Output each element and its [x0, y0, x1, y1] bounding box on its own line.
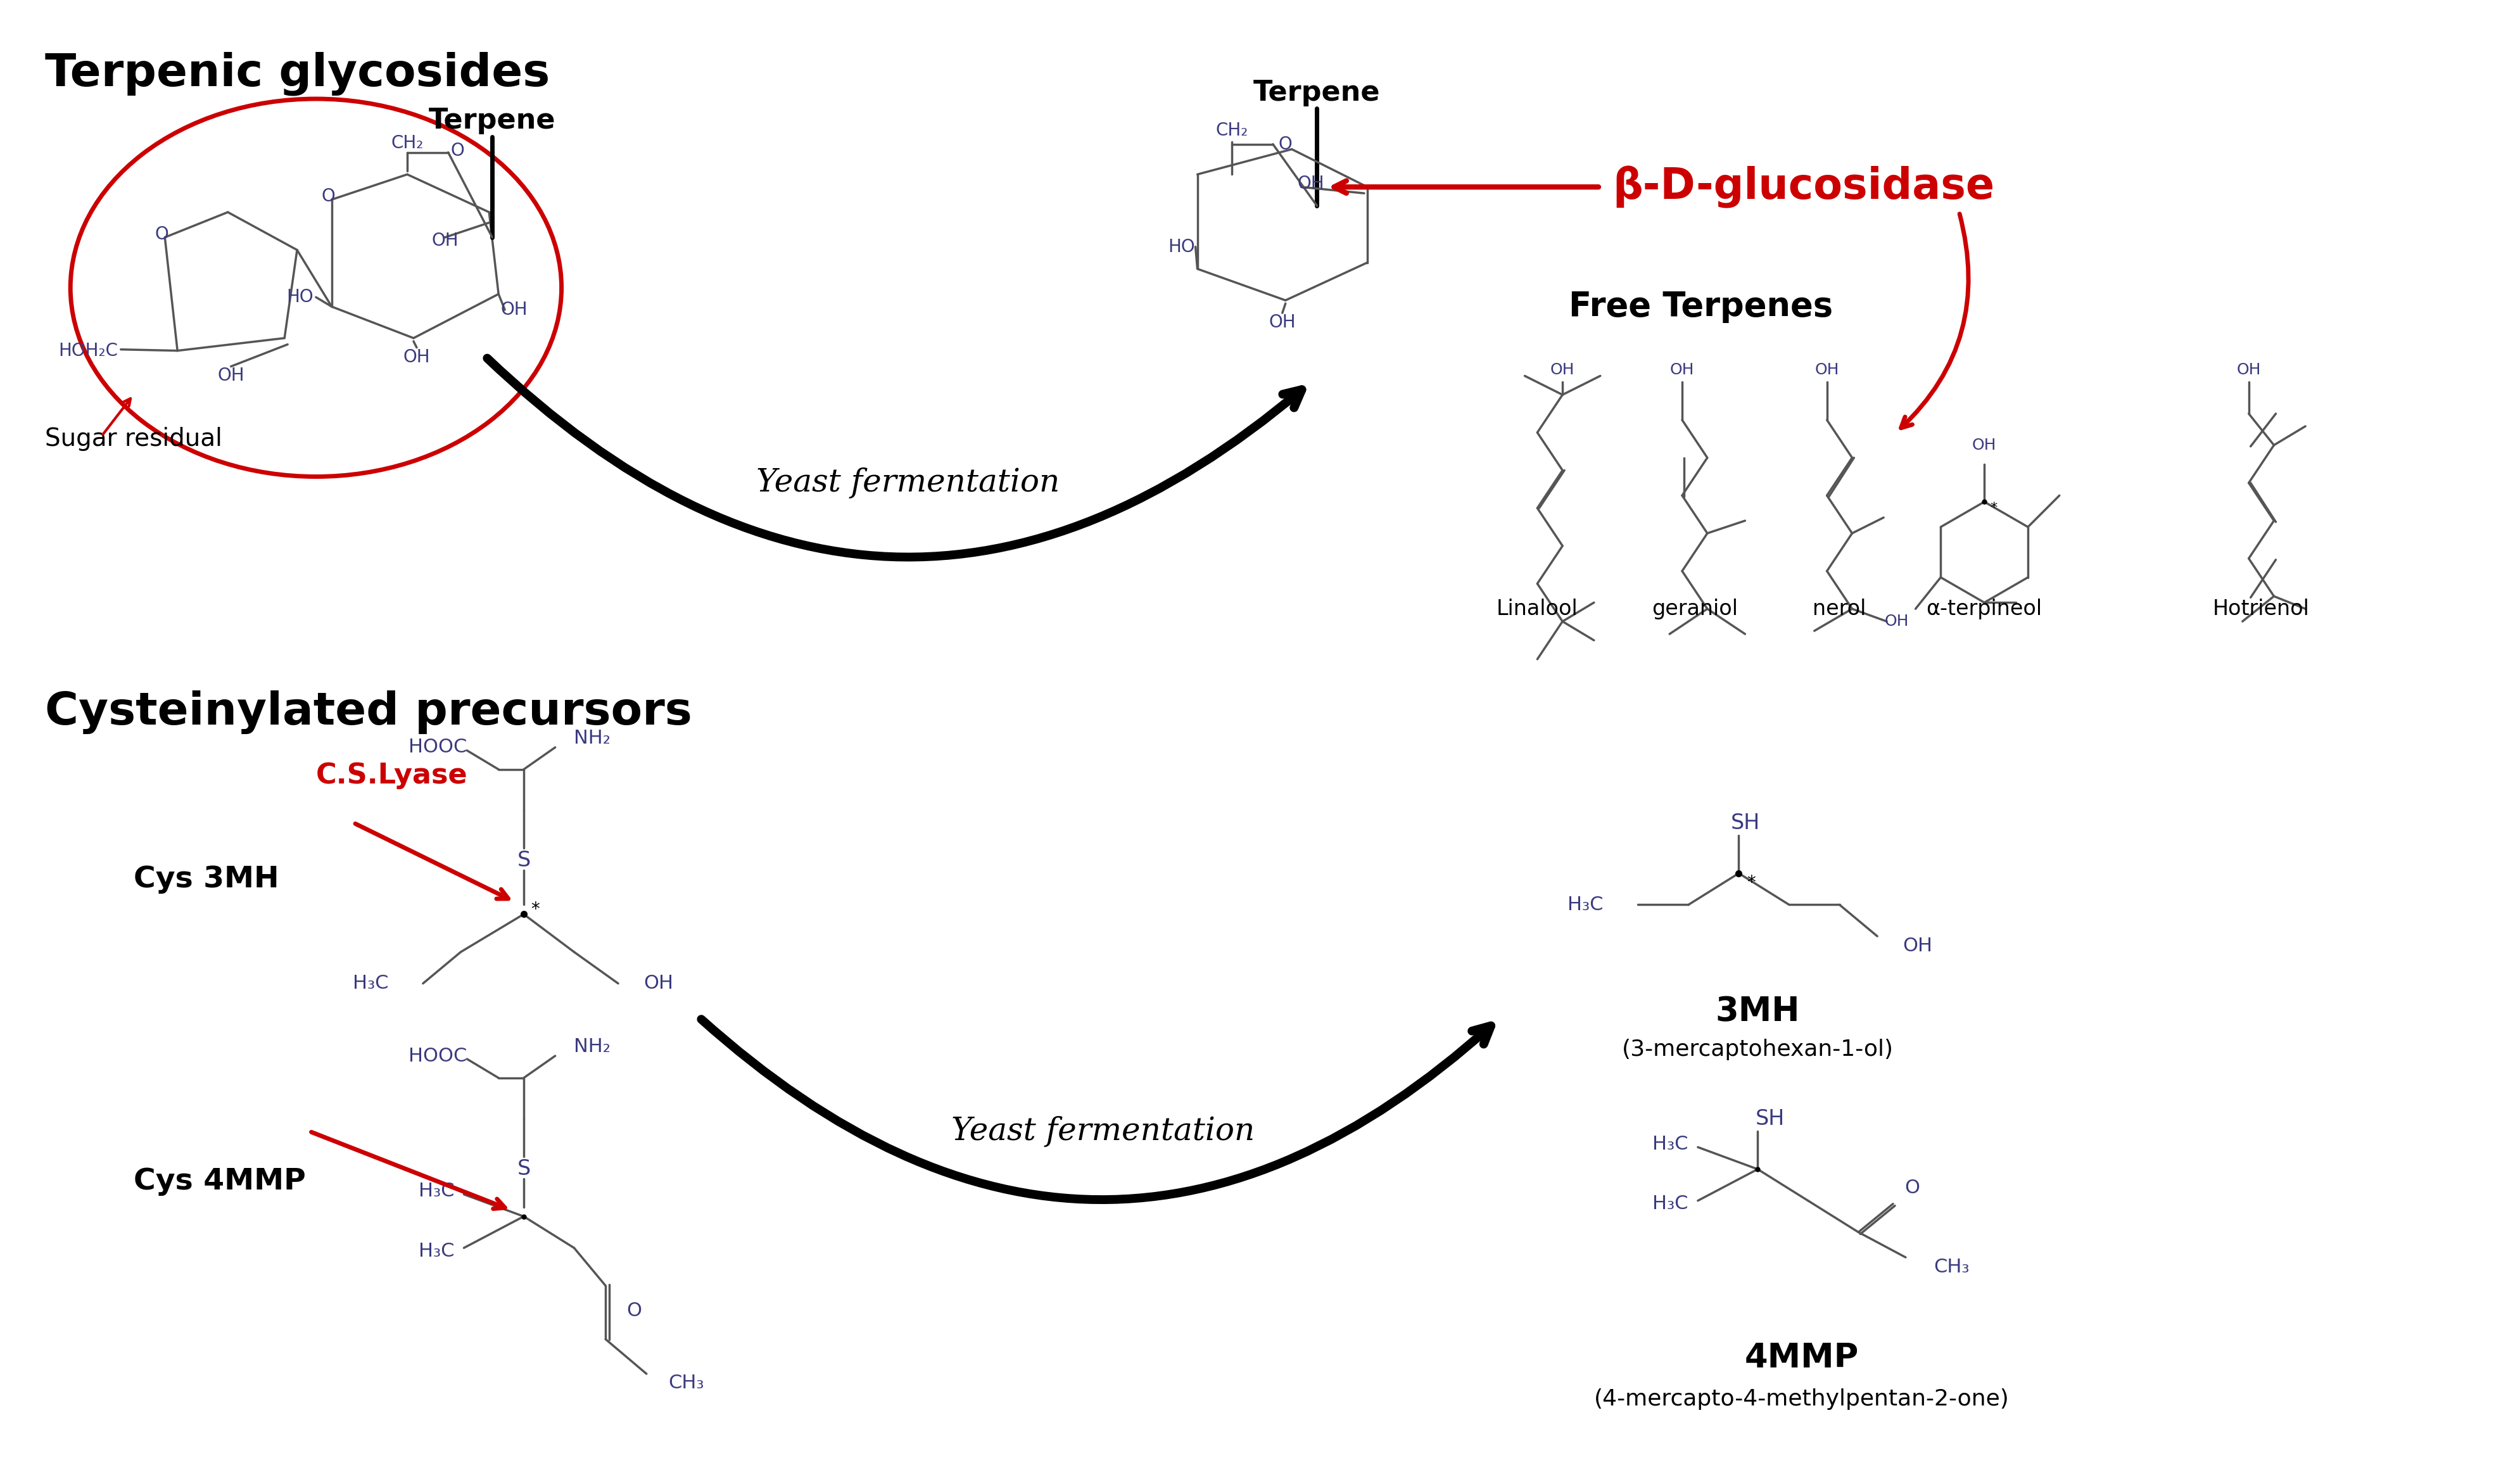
Text: OH: OH	[643, 975, 673, 993]
Text: O: O	[1278, 135, 1293, 153]
Text: OH: OH	[1885, 614, 1908, 629]
Text: Terpenic glycosides: Terpenic glycosides	[45, 52, 549, 95]
FancyArrowPatch shape	[1900, 214, 1968, 427]
Text: OH: OH	[2238, 362, 2260, 377]
Text: Yeast fermentation: Yeast fermentation	[950, 1116, 1255, 1147]
Text: OH: OH	[1671, 362, 1693, 377]
Text: Cys 4MMP: Cys 4MMP	[134, 1168, 305, 1196]
Text: Cys 3MH: Cys 3MH	[134, 865, 280, 893]
Text: *: *	[532, 901, 539, 919]
Text: Terpene: Terpene	[428, 107, 557, 135]
Text: Free Terpenes: Free Terpenes	[1570, 291, 1832, 324]
Text: Cysteinylated precursors: Cysteinylated precursors	[45, 690, 693, 735]
Text: S: S	[517, 850, 529, 871]
Text: H₃C: H₃C	[353, 975, 388, 993]
Text: (4-mercapto-4-methylpentan-2-one): (4-mercapto-4-methylpentan-2-one)	[1595, 1388, 2008, 1410]
Text: CH₃: CH₃	[1933, 1257, 1971, 1276]
Text: OH: OH	[1973, 438, 1996, 453]
Text: O: O	[323, 187, 335, 205]
Text: OH: OH	[1550, 362, 1575, 377]
Text: α-terpineol: α-terpineol	[1925, 598, 2041, 619]
Text: HO: HO	[1169, 237, 1194, 255]
Text: HOOC: HOOC	[408, 1046, 466, 1066]
Text: NH₂: NH₂	[575, 729, 610, 746]
Text: *: *	[1991, 502, 1998, 515]
Text: nerol: nerol	[1812, 598, 1867, 619]
Text: β-D-glucosidase: β-D-glucosidase	[1613, 166, 1996, 208]
Text: geraniol: geraniol	[1651, 598, 1739, 619]
Text: O: O	[451, 141, 464, 159]
Text: 4MMP: 4MMP	[1744, 1342, 1860, 1374]
Text: H₃C: H₃C	[1653, 1135, 1688, 1153]
Text: 3MH: 3MH	[1716, 996, 1799, 1028]
Text: H₃C: H₃C	[418, 1183, 454, 1201]
Text: S: S	[517, 1159, 529, 1180]
Text: Terpene: Terpene	[1252, 79, 1381, 107]
Text: O: O	[154, 226, 169, 243]
Text: *: *	[1746, 874, 1756, 892]
FancyArrowPatch shape	[701, 1020, 1492, 1199]
Text: Hotrienol: Hotrienol	[2213, 598, 2311, 619]
Text: OH: OH	[1270, 313, 1295, 331]
Text: OH: OH	[403, 349, 431, 367]
Text: OH: OH	[1298, 175, 1323, 193]
FancyArrowPatch shape	[486, 358, 1303, 556]
Text: H₃C: H₃C	[418, 1242, 454, 1260]
Text: O: O	[627, 1301, 643, 1321]
Text: SH: SH	[1756, 1109, 1784, 1129]
Text: C.S.Lyase: C.S.Lyase	[315, 763, 469, 789]
Text: HOH₂C: HOH₂C	[58, 341, 118, 359]
Text: HO: HO	[287, 288, 312, 306]
Text: O: O	[1905, 1178, 1920, 1198]
Text: OH: OH	[431, 232, 459, 249]
Text: OH: OH	[1814, 362, 1840, 377]
Text: OH: OH	[501, 301, 527, 319]
Text: CH₂: CH₂	[1215, 122, 1247, 139]
Text: OH: OH	[217, 367, 244, 384]
Text: H₃C: H₃C	[1567, 895, 1603, 914]
Text: SH: SH	[1731, 812, 1759, 834]
Text: CH₃: CH₃	[668, 1374, 703, 1392]
Text: Yeast fermentation: Yeast fermentation	[756, 467, 1058, 499]
Text: HOOC: HOOC	[408, 738, 466, 757]
Text: Sugar residual: Sugar residual	[45, 427, 222, 451]
Text: CH₂: CH₂	[391, 134, 423, 151]
Text: Linalool: Linalool	[1497, 598, 1578, 619]
Text: NH₂: NH₂	[575, 1037, 610, 1055]
Text: (3-mercaptohexan-1-ol): (3-mercaptohexan-1-ol)	[1623, 1039, 1893, 1061]
Text: OH: OH	[1903, 936, 1933, 954]
Text: H₃C: H₃C	[1653, 1195, 1688, 1212]
